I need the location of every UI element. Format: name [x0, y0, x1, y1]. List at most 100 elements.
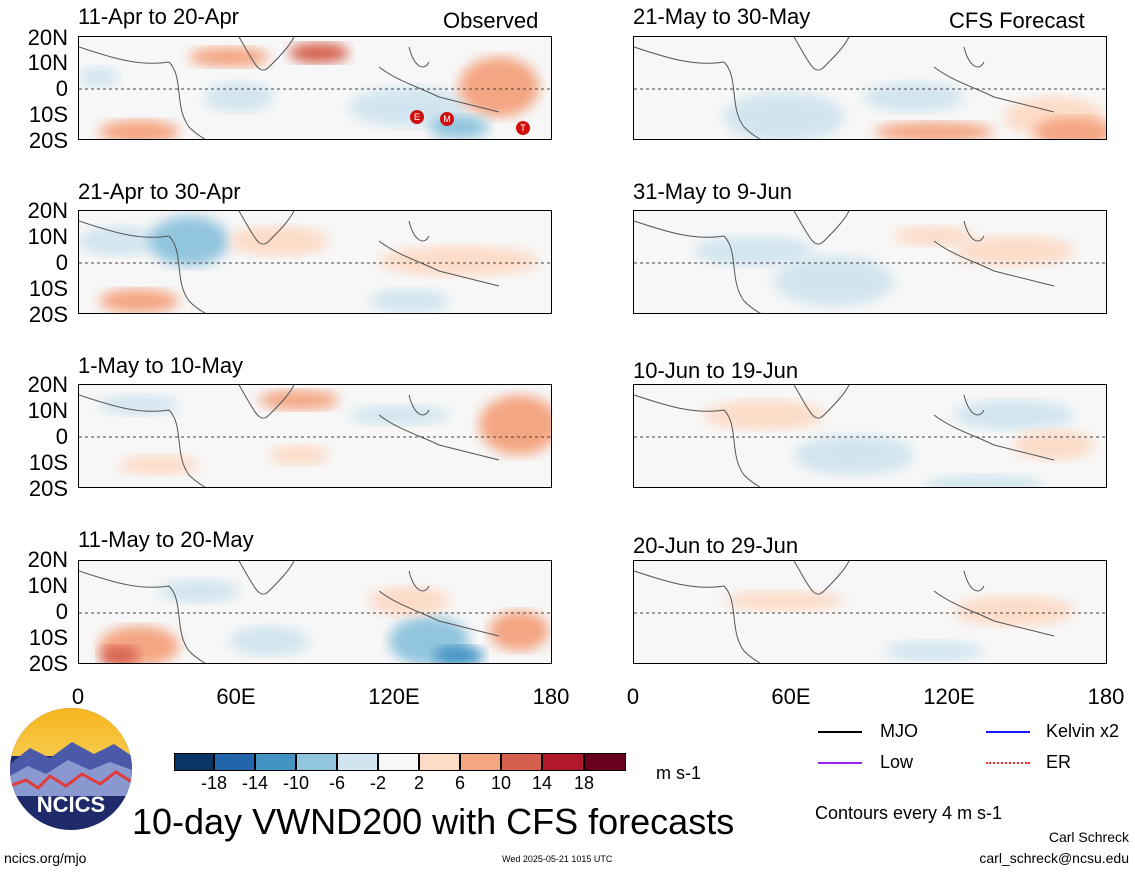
colorbar-label: 18: [573, 773, 595, 793]
anomaly-patch: [924, 475, 1044, 487]
map-panel-4: [78, 560, 552, 664]
legend-label-low: Low: [880, 752, 914, 772]
colorbar-swatch: [542, 753, 584, 771]
footer-email: carl_schreck@ncsu.edu: [979, 850, 1129, 866]
anomaly-patch: [704, 400, 824, 430]
anomaly-patch: [434, 646, 484, 663]
lat-label: 20S: [28, 302, 68, 327]
coastline: [634, 561, 1055, 663]
anomaly-patch: [954, 400, 1074, 430]
panel-title-1: 11-Apr to 20-Apr: [78, 4, 240, 29]
map-panel-4-field: [79, 561, 551, 663]
anomaly-patch: [954, 596, 1074, 626]
ncics-logo: NCICS: [10, 708, 132, 830]
anomaly-patch: [204, 82, 274, 112]
anomaly-patch: [289, 43, 349, 63]
colorbar-swatch: [174, 753, 214, 771]
lon-label: 120E: [368, 684, 420, 709]
legend-label-er: ER: [1046, 752, 1072, 772]
legend-label-mjo: MJO: [880, 721, 918, 741]
panel-title-4: 11-May to 20-May: [78, 527, 254, 552]
coastline: [634, 211, 1055, 313]
lat-label: 0: [55, 424, 68, 449]
panel-title-6: 31-May to 9-Jun: [633, 179, 792, 204]
anomaly-patch: [724, 591, 844, 611]
map-panel-7: [633, 384, 1107, 488]
panel-title-2: 21-Apr to 30-Apr: [78, 179, 241, 204]
coastline: [79, 211, 500, 313]
legend-line-low: [818, 762, 862, 764]
coastline: [79, 385, 500, 487]
panel-title-3: 1-May to 10-May: [78, 353, 244, 378]
anomaly-patch: [159, 579, 239, 603]
colorbar-swatch: [296, 753, 337, 771]
map-panel-2: [78, 210, 552, 314]
coastline: [79, 37, 500, 139]
colorbar-swatch: [378, 753, 419, 771]
colorbar-label: -14: [241, 773, 269, 793]
lat-label: 0: [55, 76, 68, 101]
anomaly-patch: [149, 216, 229, 266]
lat-label: 10N: [27, 50, 68, 75]
anomaly-patch: [369, 289, 449, 313]
lat-label: 20N: [27, 372, 68, 397]
coastline: [79, 561, 500, 663]
colorbar-swatch: [255, 753, 296, 771]
footer-timestamp: Wed 2025-05-21 1015 UTC: [502, 854, 613, 864]
map-panel-7-field: [634, 385, 1106, 487]
storm-marker-icon: M: [440, 112, 454, 126]
lat-label: 10S: [28, 625, 68, 650]
colorbar-label: 2: [413, 773, 425, 793]
lat-label: 20S: [28, 476, 68, 501]
map-panel-5: [633, 36, 1107, 140]
lat-label: 20N: [27, 198, 68, 223]
anomaly-patch: [229, 226, 329, 256]
legend-line-kelvin: [986, 731, 1030, 733]
map-panel-3-field: [79, 385, 551, 487]
lat-label: 20S: [28, 651, 68, 676]
colorbar-label: 6: [454, 773, 466, 793]
anomaly-patch: [369, 586, 449, 616]
colorbar-swatch: [460, 753, 501, 771]
storm-marker-icon: E: [410, 110, 424, 124]
colorbar-swatch: [214, 753, 255, 771]
legend-line-er: [986, 762, 1030, 764]
anomaly-patch: [99, 646, 139, 663]
footer-author: Carl Schreck: [1048, 829, 1129, 845]
lat-label: 10S: [28, 102, 68, 127]
anomaly-patch: [489, 611, 549, 651]
map-panel-1-field: [79, 37, 551, 139]
lon-label: 120E: [923, 684, 975, 709]
colorbar-label: -18: [200, 773, 228, 793]
colorbar-swatch: [584, 753, 626, 771]
anomaly-patch: [229, 626, 309, 656]
panel-title-7: 10-Jun to 19-Jun: [633, 358, 799, 383]
contour-note: Contours every 4 m s-1: [815, 803, 1003, 823]
map-panel-6-field: [634, 211, 1106, 313]
anomaly-patch: [894, 226, 974, 246]
colorbar-label: -2: [369, 773, 387, 793]
anomaly-patch: [429, 115, 489, 139]
anomaly-patch: [694, 236, 814, 266]
lat-label: 20N: [27, 25, 68, 50]
panel-title-8: 20-Jun to 29-Jun: [633, 533, 799, 558]
panel-tag-observed: Observed: [443, 8, 539, 33]
legend-line-mjo: [818, 731, 862, 733]
anomaly-patch: [269, 445, 329, 465]
logo-text: NCICS: [36, 792, 106, 817]
colorbar-label: -6: [328, 773, 346, 793]
colorbar-swatch: [419, 753, 460, 771]
anomaly-patch: [379, 246, 539, 276]
lon-label: 60E: [216, 684, 256, 709]
panel-title-5: 21-May to 30-May: [633, 4, 811, 29]
lat-label: 10N: [27, 573, 68, 598]
anomaly-patch: [724, 92, 844, 139]
anomaly-patch: [774, 256, 894, 306]
anomaly-patch: [259, 390, 339, 410]
anomaly-patch: [349, 405, 449, 425]
map-panel-5-field: [634, 37, 1106, 139]
colorbar-label: 10: [490, 773, 512, 793]
anomaly-patch: [794, 435, 914, 475]
lon-label: 0: [626, 684, 640, 709]
anomaly-patch: [99, 395, 179, 415]
